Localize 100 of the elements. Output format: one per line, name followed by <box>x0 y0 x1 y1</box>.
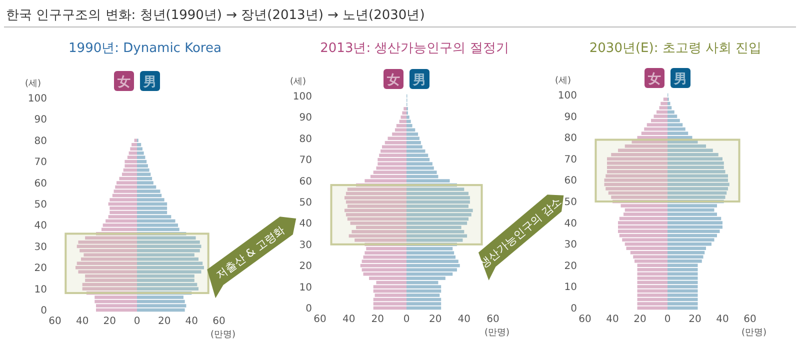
y-tick-label: 10 <box>564 282 577 294</box>
bar <box>668 178 728 182</box>
bar <box>651 118 668 122</box>
y-tick-label: 40 <box>299 218 312 230</box>
bar <box>137 190 160 193</box>
series-label: 女 <box>647 72 661 87</box>
bar <box>344 208 406 212</box>
bar <box>94 300 137 304</box>
y-tick-label: 40 <box>564 218 577 230</box>
bar <box>137 266 204 270</box>
bar <box>668 250 705 254</box>
bar <box>668 259 702 263</box>
y-tick-label: 70 <box>34 157 47 168</box>
bar <box>668 289 698 293</box>
x-tick-label: 20 <box>428 314 442 325</box>
bar <box>406 251 454 255</box>
bar <box>659 106 668 110</box>
bar <box>668 170 726 174</box>
bar <box>346 200 406 204</box>
bar <box>124 160 137 164</box>
bar <box>380 149 406 153</box>
bar <box>637 298 668 302</box>
bar <box>102 224 137 227</box>
y-tick-label: 20 <box>564 260 577 272</box>
bar <box>137 210 168 214</box>
bar <box>406 120 411 124</box>
y-tick-label: 30 <box>34 242 47 253</box>
y-tick-label: 30 <box>564 240 577 251</box>
bar <box>406 264 460 268</box>
bar <box>137 164 148 168</box>
bar <box>373 170 406 174</box>
x-tick-label: 20 <box>158 316 171 327</box>
bar <box>137 224 178 227</box>
bar <box>363 272 406 276</box>
bar <box>668 152 718 156</box>
bar <box>406 158 430 162</box>
chart-title: 1990년: Dynamic Korea <box>68 41 222 56</box>
bar <box>137 257 198 261</box>
bar <box>406 170 437 174</box>
bar <box>76 266 137 270</box>
bar <box>637 294 668 297</box>
bar <box>634 259 668 263</box>
y-tick-label: 10 <box>299 282 312 294</box>
bar <box>406 285 442 288</box>
text: 한국 인구구조의 변화: 청년(1990년) → 장년(2013년) → 노년(2030년) <box>6 8 425 23</box>
bar <box>76 262 137 266</box>
bar <box>668 200 724 204</box>
bar <box>347 204 406 208</box>
y-tick-label: 0 <box>570 304 577 314</box>
bar <box>110 206 137 210</box>
bar <box>346 213 406 216</box>
text: 女 <box>116 75 130 90</box>
bar <box>604 178 668 182</box>
bar <box>668 255 704 259</box>
y-tick-label: 70 <box>299 155 312 166</box>
x-tick-label: 20 <box>371 314 384 325</box>
y-tick-label: 80 <box>299 134 312 145</box>
y-axis-title: (세) <box>24 79 42 89</box>
bar <box>347 217 406 221</box>
bar <box>668 298 698 302</box>
bar <box>119 176 137 180</box>
bar <box>80 248 137 252</box>
bar <box>637 264 668 268</box>
bar <box>626 246 668 250</box>
bar <box>376 166 406 170</box>
bar <box>137 240 200 244</box>
bar <box>84 253 137 257</box>
bar <box>82 287 137 290</box>
bar <box>668 242 712 246</box>
bar <box>668 306 698 310</box>
bar <box>402 111 406 115</box>
bar <box>618 221 668 224</box>
bar <box>637 280 668 284</box>
y-tick-label: 100 <box>292 92 312 102</box>
bar <box>137 304 186 308</box>
bar <box>654 114 668 118</box>
bar <box>668 114 678 118</box>
x-tick-label: 0 <box>664 314 671 325</box>
bar <box>668 110 674 114</box>
bar <box>137 156 146 160</box>
x-tick-label: 0 <box>134 316 140 327</box>
x-tick-label: 40 <box>458 314 471 325</box>
bar <box>137 168 150 172</box>
bar <box>366 246 406 250</box>
bar <box>406 306 442 310</box>
x-tick-label: 40 <box>185 316 198 327</box>
bar <box>637 302 668 306</box>
y-tick-label: 40 <box>34 220 47 232</box>
bar <box>406 166 434 170</box>
bar <box>660 102 668 106</box>
bar <box>406 213 472 216</box>
bar <box>373 289 406 293</box>
bar <box>668 123 683 126</box>
bar <box>346 192 406 196</box>
bar <box>406 136 420 140</box>
bar <box>122 172 137 176</box>
bar <box>350 222 406 225</box>
y-tick-label: 80 <box>564 133 577 144</box>
bar <box>406 260 458 264</box>
x-tick-label: 40 <box>606 314 619 325</box>
